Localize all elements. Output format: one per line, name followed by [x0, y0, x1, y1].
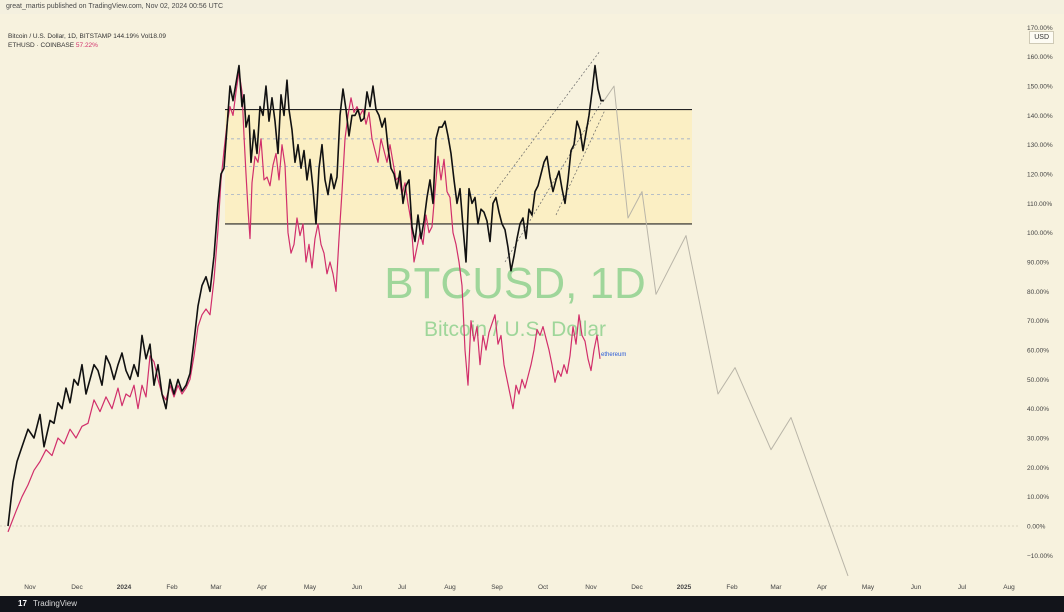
y-tick-label: 40.00% — [1027, 406, 1049, 413]
legend-btc-label: Bitcoin / U.S. Dollar, 1D, BITSTAMP — [8, 33, 112, 40]
x-tick-label: Aug — [444, 584, 456, 591]
currency-button[interactable]: USD — [1029, 31, 1054, 44]
x-tick-label: Dec — [71, 584, 83, 591]
y-tick-label: 170.00% — [1027, 25, 1053, 32]
x-tick-label: May — [304, 584, 317, 591]
x-tick-label: Sep — [491, 584, 503, 591]
x-tick-label: Feb — [166, 584, 178, 591]
x-tick-label: Aug — [1003, 584, 1015, 591]
x-tick-label: Mar — [210, 584, 222, 591]
x-tick-label: Oct — [538, 584, 548, 591]
y-tick-label: 150.00% — [1027, 84, 1053, 91]
x-tick-label: Mar — [770, 584, 782, 591]
tradingview-logo-icon: 17 — [18, 599, 27, 608]
publisher-text: great_martis published on TradingView.co… — [6, 3, 223, 10]
channel-upper-line — [489, 50, 601, 199]
btc-price-line — [7, 64, 604, 527]
tradingview-brand[interactable]: TradingView — [32, 599, 78, 608]
watermark-description: Bitcoin / U.S. Dollar — [424, 318, 606, 341]
footer-bar: 17 TradingView — [0, 596, 1064, 612]
y-tick-label: 90.00% — [1027, 260, 1049, 267]
consolidation-range-box — [225, 109, 692, 224]
y-tick-label: 0.00% — [1027, 524, 1046, 531]
chart-area[interactable]: BTCUSD, 1D Bitcoin / U.S. Dollar ethereu… — [0, 14, 1064, 596]
y-tick-label: 140.00% — [1027, 113, 1053, 120]
legend-eth-value: 57.22% — [75, 42, 98, 49]
y-tick-label: 100.00% — [1027, 230, 1053, 237]
y-tick-label: 20.00% — [1027, 465, 1049, 472]
y-tick-label: −10.00% — [1027, 553, 1053, 560]
chart-legend: Bitcoin / U.S. Dollar, 1D, BITSTAMP 144.… — [8, 32, 166, 50]
x-tick-label: 2025 — [677, 584, 692, 591]
y-tick-label: 10.00% — [1027, 494, 1049, 501]
publisher-bar: great_martis published on TradingView.co… — [0, 0, 1064, 14]
y-tick-label: 110.00% — [1027, 201, 1052, 208]
x-tick-label: May — [862, 584, 875, 591]
x-tick-label: Jul — [398, 584, 407, 591]
legend-eth-label: ETHUSD · COINBASE — [8, 42, 75, 49]
x-tick-label: Jun — [352, 584, 363, 591]
x-tick-label: Jun — [911, 584, 922, 591]
x-tick-label: Apr — [257, 584, 268, 591]
legend-btc-volume: Vol18.09 — [140, 33, 167, 40]
x-tick-label: Feb — [726, 584, 738, 591]
x-tick-label: Nov — [24, 584, 36, 591]
y-tick-label: 30.00% — [1027, 436, 1049, 443]
y-tick-label: 50.00% — [1027, 377, 1049, 384]
x-tick-label: Dec — [631, 584, 643, 591]
btc-projection-line — [603, 85, 849, 577]
ethereum-annotation: ethereum — [601, 352, 626, 358]
channel-inner-line — [555, 109, 606, 216]
y-tick-label: 130.00% — [1027, 142, 1053, 149]
x-tick-label: 2024 — [117, 584, 132, 591]
y-tick-label: 70.00% — [1027, 318, 1049, 325]
y-tick-label: 120.00% — [1027, 172, 1053, 179]
legend-row-btc: Bitcoin / U.S. Dollar, 1D, BITSTAMP 144.… — [8, 32, 166, 41]
legend-row-eth: ETHUSD · COINBASE 57.22% — [8, 41, 166, 50]
legend-btc-value: 144.19% — [113, 33, 139, 40]
watermark-symbol: BTCUSD, 1D — [384, 259, 646, 308]
y-tick-label: 160.00% — [1027, 54, 1053, 61]
x-tick-label: Apr — [817, 584, 828, 591]
chart-canvas: BTCUSD, 1D Bitcoin / U.S. Dollar ethereu… — [0, 25, 1053, 591]
x-tick-label: Nov — [585, 584, 597, 591]
x-tick-label: Jul — [958, 584, 967, 591]
y-tick-label: 80.00% — [1027, 289, 1049, 296]
y-tick-label: 60.00% — [1027, 348, 1049, 355]
